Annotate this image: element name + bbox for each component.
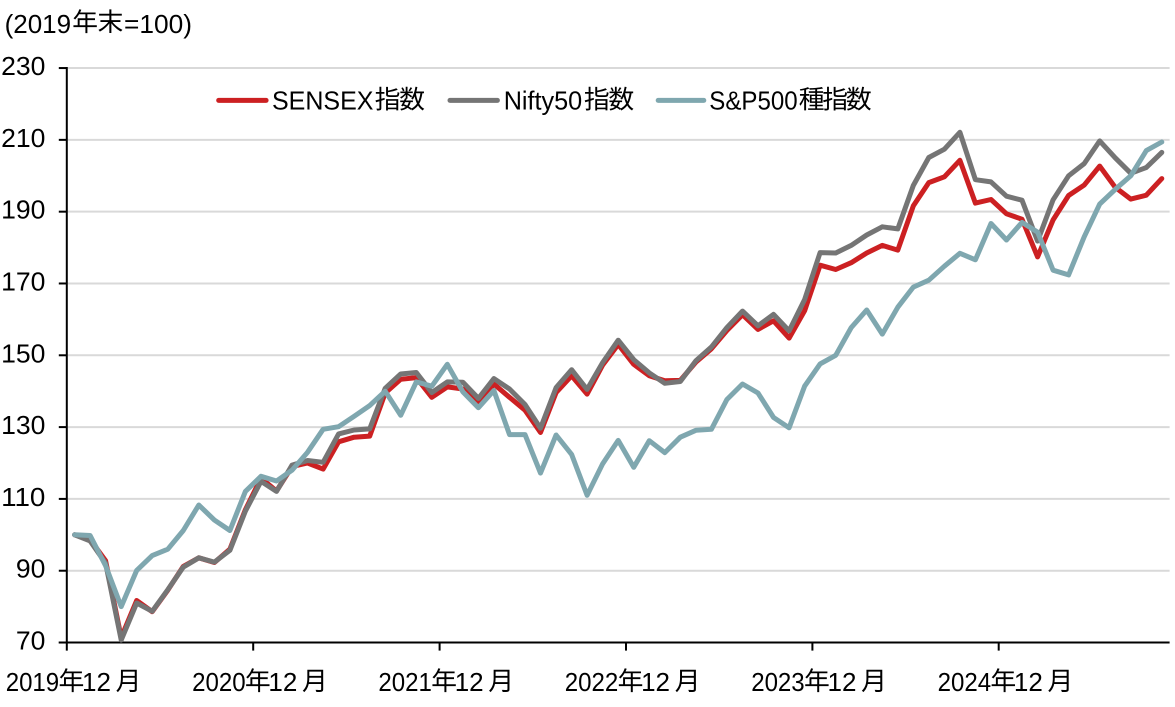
svg-text:2020: 2020 — [192, 667, 246, 697]
svg-text:2019: 2019 — [6, 667, 60, 697]
svg-text:230: 230 — [1, 51, 45, 81]
svg-text:130: 130 — [1, 410, 45, 440]
svg-text:SENSEX: SENSEX — [272, 85, 374, 115]
svg-text:12: 12 — [82, 667, 111, 697]
svg-text:2022: 2022 — [565, 667, 619, 697]
svg-text:12: 12 — [455, 667, 484, 697]
svg-text:170: 170 — [1, 267, 45, 297]
svg-text:70: 70 — [16, 626, 46, 656]
svg-text:12: 12 — [268, 667, 297, 697]
svg-text:190: 190 — [1, 195, 45, 225]
svg-text:12: 12 — [641, 667, 670, 697]
svg-text:2021: 2021 — [378, 667, 432, 697]
svg-text:90: 90 — [16, 554, 46, 584]
svg-text:2023: 2023 — [751, 667, 805, 697]
svg-text:S&P500: S&P500 — [709, 85, 797, 115]
svg-text:=100): =100) — [124, 9, 192, 39]
svg-text:110: 110 — [1, 482, 45, 512]
svg-text:(2019: (2019 — [5, 9, 72, 39]
svg-text:2024: 2024 — [938, 667, 992, 697]
svg-text:150: 150 — [1, 338, 45, 368]
svg-text:12: 12 — [1014, 667, 1043, 697]
svg-text:Nifty50: Nifty50 — [504, 85, 583, 115]
svg-text:210: 210 — [1, 123, 45, 153]
svg-text:12: 12 — [828, 667, 857, 697]
